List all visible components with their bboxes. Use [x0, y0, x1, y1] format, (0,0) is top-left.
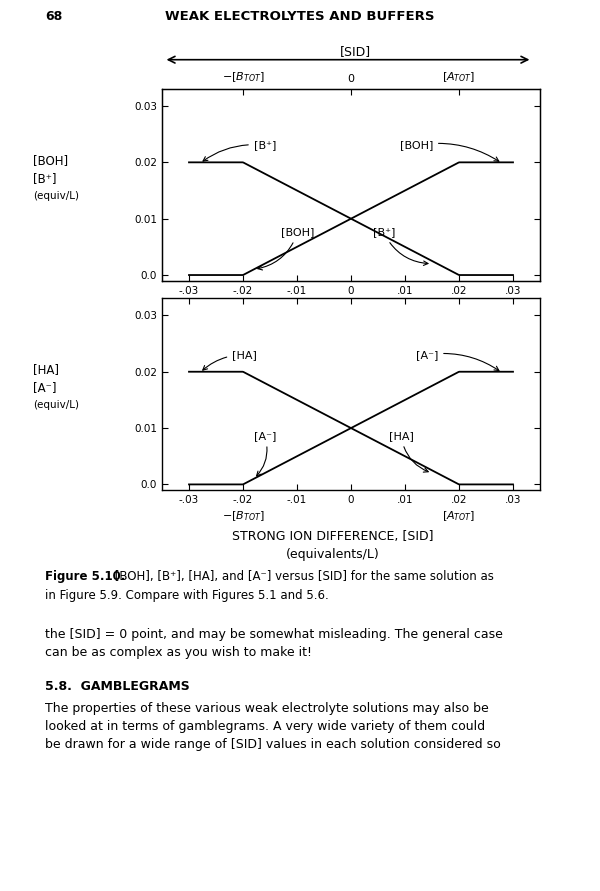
- Text: in Figure 5.9. Compare with Figures 5.1 and 5.6.: in Figure 5.9. Compare with Figures 5.1 …: [45, 589, 329, 602]
- Text: the [SID] = 0 point, and may be somewhat misleading. The general case: the [SID] = 0 point, and may be somewhat…: [45, 628, 503, 642]
- Text: $[A_{TOT}]$: $[A_{TOT}]$: [442, 510, 476, 524]
- Text: (equiv/L): (equiv/L): [33, 400, 79, 411]
- Text: [BOH]: [BOH]: [33, 154, 68, 167]
- Text: $-[B_{TOT}]$: $-[B_{TOT}]$: [221, 510, 265, 524]
- Text: can be as complex as you wish to make it!: can be as complex as you wish to make it…: [45, 646, 312, 659]
- Text: (equiv/L): (equiv/L): [33, 191, 79, 201]
- Text: 68: 68: [45, 10, 62, 23]
- Text: [A⁻]: [A⁻]: [416, 349, 499, 371]
- Text: Figure 5.10.: Figure 5.10.: [45, 570, 125, 584]
- Text: The properties of these various weak electrolyte solutions may also be: The properties of these various weak ele…: [45, 702, 489, 715]
- Text: [A⁻]: [A⁻]: [33, 381, 56, 394]
- Text: [HA]: [HA]: [33, 364, 59, 376]
- Text: STRONG ION DIFFERENCE, [SID]: STRONG ION DIFFERENCE, [SID]: [232, 530, 434, 544]
- Text: looked at in terms of gamblegrams. A very wide variety of them could: looked at in terms of gamblegrams. A ver…: [45, 720, 485, 733]
- Text: [SID]: [SID]: [340, 45, 371, 58]
- Text: [BOH], [B⁺], [HA], and [A⁻] versus [SID] for the same solution as: [BOH], [B⁺], [HA], and [A⁻] versus [SID]…: [111, 570, 494, 584]
- Text: [B⁺]: [B⁺]: [33, 172, 56, 184]
- Text: [BOH]: [BOH]: [400, 140, 499, 161]
- Text: 5.8.  GAMBLEGRAMS: 5.8. GAMBLEGRAMS: [45, 680, 190, 693]
- Text: [HA]: [HA]: [203, 349, 257, 370]
- Text: [BOH]: [BOH]: [258, 227, 314, 270]
- Text: [A⁻]: [A⁻]: [254, 431, 276, 476]
- Text: WEAK ELECTROLYTES AND BUFFERS: WEAK ELECTROLYTES AND BUFFERS: [165, 10, 435, 23]
- Text: (equivalents/L): (equivalents/L): [286, 548, 380, 561]
- Text: [B⁺]: [B⁺]: [373, 227, 428, 266]
- X-axis label: [SID]: [SID]: [335, 301, 367, 315]
- Text: [HA]: [HA]: [389, 431, 428, 472]
- Text: [B⁺]: [B⁺]: [203, 140, 276, 161]
- Text: be drawn for a wide range of [SID] values in each solution considered so: be drawn for a wide range of [SID] value…: [45, 738, 501, 751]
